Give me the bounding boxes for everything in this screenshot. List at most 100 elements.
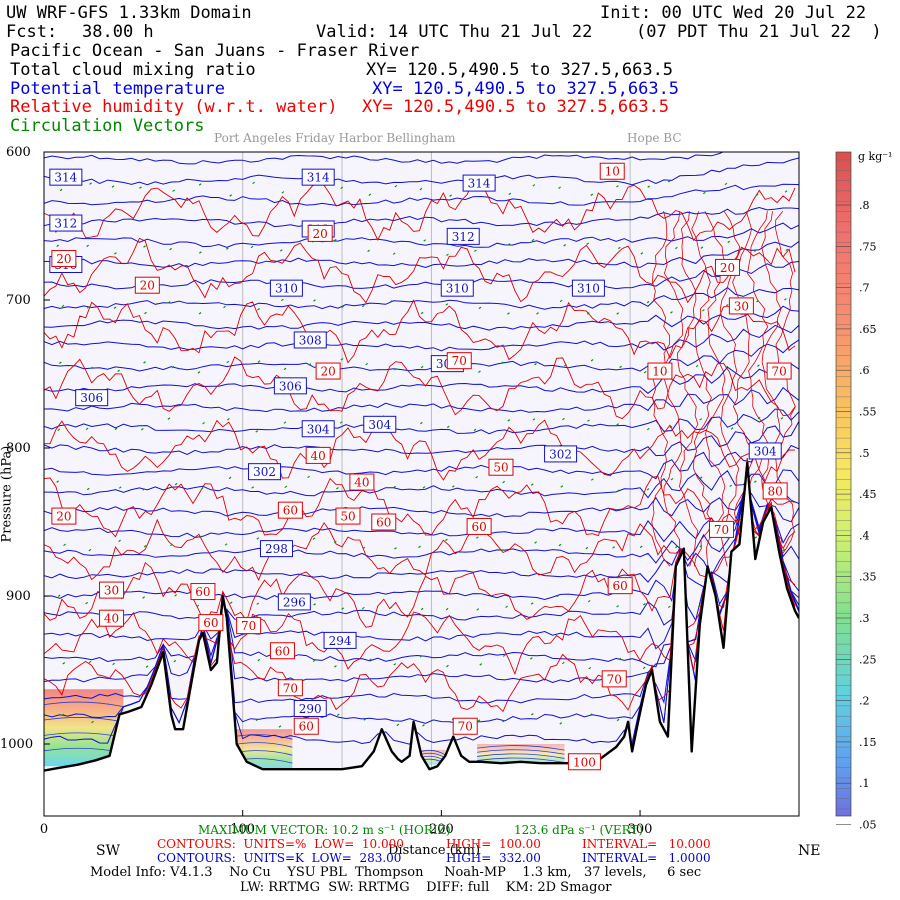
vector-arrow (333, 238, 337, 242)
theta-label: 310 (446, 282, 469, 296)
vector-arrow (91, 720, 94, 724)
vector-arrow (363, 718, 367, 721)
rh-label-box (766, 362, 792, 380)
rh-label: 20 (720, 261, 735, 275)
vector-arrow (145, 665, 149, 668)
rh-label: 20 (56, 510, 71, 524)
vector-arrow (507, 312, 510, 315)
vector-arrow (784, 190, 788, 193)
vector-arrow (534, 541, 537, 544)
rh-label-box (99, 609, 125, 627)
vector-arrow (667, 605, 671, 609)
ne-label: NE (798, 843, 821, 859)
vector-arrow (532, 184, 536, 187)
vector-arrow (476, 536, 479, 539)
theta-label: 312 (54, 217, 77, 231)
vector-arrow (699, 418, 703, 421)
rh-label-box (198, 614, 224, 632)
colorbar-label: .6 (859, 364, 870, 377)
theta-label-box (248, 463, 282, 481)
vector-arrow (118, 486, 122, 489)
vector-arrow (86, 306, 90, 309)
vector-arrow (507, 243, 511, 246)
vector-arrow (229, 601, 233, 604)
vector-arrow (559, 299, 563, 303)
vector-arrow (200, 487, 204, 491)
rh-label: 10 (652, 365, 667, 379)
vector-arrow (57, 594, 61, 597)
theta-label: 296 (283, 595, 306, 609)
colorbar-label: .55 (859, 406, 877, 419)
vector-arrow (307, 475, 310, 479)
vector-arrow (308, 363, 312, 366)
y-tick-label: 700 (6, 293, 31, 308)
vector-arrow (61, 304, 65, 308)
vector-arrow (56, 244, 60, 248)
vector-arrow (531, 238, 535, 242)
vector-arrow (368, 658, 372, 661)
vector-arrow (529, 657, 533, 660)
theta-contour (44, 386, 799, 413)
valid-local-time: (07 PDT Thu 21 Jul 22 ) (636, 22, 882, 42)
vector-arrow (118, 539, 121, 543)
vector-arrow (198, 251, 202, 254)
vector-arrow (341, 607, 345, 610)
rh-label-box (599, 162, 625, 180)
theta-label-box (462, 174, 496, 192)
colorbar-label: .25 (859, 653, 877, 666)
rh-contour (44, 458, 796, 582)
rh-contour (44, 180, 796, 242)
vector-arrow (56, 480, 60, 483)
vector-arrow (199, 535, 203, 539)
rh-label-box (277, 501, 303, 519)
rh-label-box (607, 577, 633, 595)
region-name: Pacific Ocean - San Juans - Fraser River (10, 41, 420, 61)
rh-label: 60 (203, 616, 218, 630)
vector-arrow (256, 537, 260, 540)
vector-arrow (114, 252, 117, 255)
vector-arrow (420, 421, 423, 425)
vector-arrow (420, 607, 424, 611)
theta-label-box (49, 214, 83, 232)
theta-contour (44, 469, 799, 499)
vector-arrow (532, 418, 536, 421)
vector-arrow (140, 428, 144, 431)
theta-label-box (323, 631, 357, 649)
vector-arrow (700, 246, 704, 249)
contour-labels: 3143143143123123123103103103103083063063… (49, 162, 792, 771)
theta-label-box (293, 331, 327, 349)
vector-arrow (643, 370, 647, 374)
vector-arrow (361, 304, 365, 308)
forecast-label: Fcst: (6, 22, 58, 42)
axis-ticks: 600 700 800 900 1000 0 100 200 300 (0, 145, 652, 837)
vector-arrow (362, 546, 366, 550)
vector-arrow (255, 718, 259, 722)
vector-arrow (725, 303, 729, 307)
vector-arrow (702, 191, 706, 195)
cloud-contour (477, 753, 565, 759)
theta-contour (44, 493, 799, 603)
colorbar-label: .75 (859, 240, 877, 253)
vector-arrow (475, 475, 479, 479)
vector-arrow (646, 488, 650, 491)
vector-arrow (89, 182, 92, 185)
vector-arrow (478, 370, 481, 373)
vector-arrow (616, 312, 620, 315)
model-info: Model Info: V4.1.3 No Cu YSU PBL Thompso… (90, 865, 702, 880)
colorbar-label: .1 (859, 777, 870, 790)
vector-arrow (501, 549, 504, 552)
vector-arrow (785, 248, 789, 252)
theta-label-box (363, 415, 397, 433)
rh-label: 40 (104, 612, 119, 626)
vector-arrow (753, 480, 757, 483)
vector-arrow (312, 537, 316, 540)
vector-arrow (279, 249, 283, 252)
rh-contour (775, 210, 796, 567)
vector-arrow (780, 417, 784, 420)
vector-arrow (420, 365, 424, 369)
theta-label: 306 (80, 391, 103, 405)
vector-arrow (229, 194, 233, 197)
vector-arrow (756, 299, 759, 303)
rh-label-box (349, 473, 375, 491)
y-tick-label: 1000 (0, 737, 33, 752)
